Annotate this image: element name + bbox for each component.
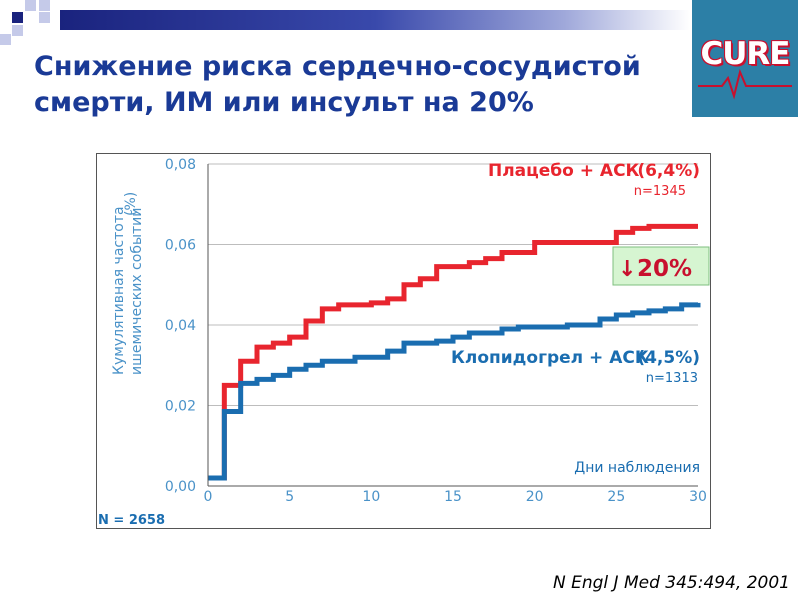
- x-tick-label: 10: [362, 489, 380, 505]
- reduction-badge-value: 20%: [637, 256, 692, 282]
- x-tick-label: 15: [444, 489, 462, 505]
- placebo-series-n: n=1345: [634, 184, 686, 199]
- y-axis-label-line-1: Кумулятивная частота: [111, 206, 127, 375]
- decor-square-1: [12, 12, 23, 23]
- slide-title: Снижение риска сердечно-сосудистой смерт…: [34, 49, 684, 121]
- placebo-series-pct: (6,4%): [637, 161, 700, 181]
- x-tick-label: 0: [204, 489, 213, 505]
- citation: N Engl J Med 345:494, 2001: [553, 573, 790, 593]
- clopidogrel-series-name: Клопидогрел + АСК: [451, 348, 649, 368]
- x-tick-label: 30: [689, 489, 707, 505]
- reduction-badge-arrow: ↓: [618, 257, 636, 282]
- y-axis-label-unit: (%): [123, 192, 139, 216]
- y-axis-label-line-2: ишемических событий: [129, 208, 145, 375]
- title-line-1: Снижение риска сердечно-сосудистой: [34, 51, 641, 82]
- decor-square-5: [39, 12, 50, 23]
- y-tick-label: 0,06: [165, 238, 196, 254]
- cure-logo: CURE: [692, 0, 798, 117]
- n-total-label: N = 2658: [98, 513, 165, 528]
- reduction-badge: ↓ 20%: [612, 246, 710, 286]
- logo-text: CURE: [700, 36, 791, 72]
- x-tick-label: 25: [607, 489, 625, 505]
- x-tick-label: 5: [285, 489, 294, 505]
- grid-lines: [208, 163, 698, 406]
- axes: [207, 164, 698, 487]
- ecg-line-icon: [698, 68, 792, 100]
- y-tick-label: 0,08: [165, 157, 196, 173]
- reduction-badge-bg: [612, 246, 710, 286]
- series-lines: [208, 223, 701, 481]
- x-tick-label: 20: [526, 489, 544, 505]
- clopidogrel-series-pct: (4,5%): [637, 348, 700, 368]
- y-tick-label: 0,04: [165, 318, 196, 334]
- y-tick-label: 0,00: [165, 479, 196, 495]
- decor-square-3: [39, 0, 50, 11]
- decor-square-6: [0, 34, 11, 45]
- y-tick-label: 0,02: [165, 399, 196, 415]
- placebo-step-line: [208, 223, 698, 481]
- clopidogrel-step-line: [208, 302, 701, 481]
- decor-square-2: [25, 0, 36, 11]
- decor-square-4: [12, 25, 23, 36]
- ticks: 0,00 0,02 0,04 0,06 0,08 0 5 10 15 20 25 30: [165, 157, 707, 505]
- placebo-series-name: Плацебо + АСК: [488, 161, 640, 181]
- header-bar: [60, 10, 690, 30]
- clopidogrel-series-n: n=1313: [646, 371, 698, 386]
- title-line-2: смерти, ИМ или инсульт на 20%: [34, 87, 534, 118]
- x-axis-label: Дни наблюдения: [574, 460, 700, 476]
